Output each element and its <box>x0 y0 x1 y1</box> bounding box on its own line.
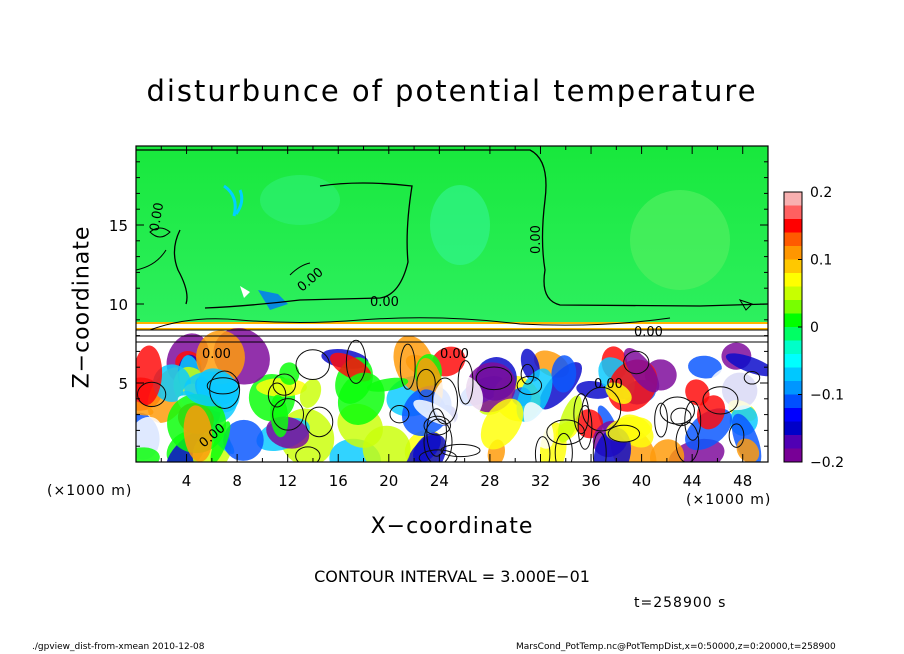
colorbar-swatch <box>784 367 802 382</box>
x-axis: 4 8 12 16 20 24 28 32 36 40 44 48 <box>160 146 769 490</box>
x-tick-label: 20 <box>379 472 398 490</box>
colorbar-tick-label: −0.2 <box>810 455 844 471</box>
y-tick-label: 10 <box>109 296 128 314</box>
colorbar-swatch <box>784 381 802 395</box>
x-tick-label: 12 <box>278 472 297 490</box>
time-label: t=258900 s <box>634 595 727 611</box>
x-tick-label: 8 <box>232 472 242 490</box>
colorbar-swatch <box>784 286 802 301</box>
contour-label: 0.00 <box>594 377 623 392</box>
contour-interval-text: CONTOUR INTERVAL = 3.000E−01 <box>314 567 590 586</box>
x-unit-right: (×1000 m) <box>686 492 772 508</box>
x-tick-label: 16 <box>329 472 348 490</box>
colorbar-swatch <box>784 327 802 341</box>
heatmap-field <box>136 146 768 462</box>
footer-data-source: MarsCond_PotTemp.nc@PotTempDist,x=0:5000… <box>516 642 836 652</box>
colorbar-swatch <box>784 300 802 314</box>
x-unit-left: (×1000 m) <box>47 483 133 499</box>
colorbar-swatch <box>784 340 802 355</box>
y-axis: 5 10 15 <box>109 161 768 447</box>
colorbar-tick-label: −0.1 <box>810 388 844 404</box>
footer-script-info: ./gpview_dist-from-xmean 2010-12-08 <box>32 642 205 652</box>
colorbar-swatch <box>784 313 802 328</box>
y-tick-label: 15 <box>109 217 128 235</box>
x-tick-label: 48 <box>733 472 752 490</box>
contour-label: 0.00 <box>440 347 469 362</box>
colorbar-swatch <box>784 192 802 206</box>
contour-label: 0.00 <box>634 325 663 340</box>
contour-label: 0.00 <box>202 347 231 362</box>
y-tick-label: 5 <box>118 375 128 393</box>
colorbar-tick-label: 0.2 <box>810 185 832 201</box>
colorbar-tick-label: 0.1 <box>810 253 832 269</box>
colorbar-swatch <box>784 435 802 449</box>
colorbar-swatch <box>784 354 802 368</box>
colorbar-swatch <box>784 259 802 274</box>
colorbar-swatch <box>784 205 802 220</box>
x-tick-label: 28 <box>480 472 499 490</box>
x-tick-label: 36 <box>581 472 600 490</box>
colorbar-swatch <box>784 232 802 247</box>
colorbar-tick-label: 0 <box>810 320 819 336</box>
colorbar: 0.2 0.1 0 −0.1 −0.2 <box>783 185 844 471</box>
x-tick-label: 44 <box>683 472 702 490</box>
colorbar-swatch <box>784 219 802 233</box>
x-axis-label: X−coordinate <box>370 514 534 539</box>
contour-label: 0.00 <box>147 201 167 232</box>
contour-label: 0.00 <box>529 225 544 254</box>
x-tick-label: 40 <box>632 472 651 490</box>
colorbar-swatch <box>784 246 802 260</box>
colorbar-swatch <box>784 448 802 463</box>
x-tick-label: 4 <box>182 472 192 490</box>
colorbar-swatch <box>784 421 802 436</box>
x-tick-label: 24 <box>430 472 449 490</box>
colorbar-swatch <box>784 273 802 287</box>
chart-title: disturbunce of potential temperature <box>146 74 758 108</box>
colorbar-swatch <box>784 394 802 409</box>
colorbar-swatch <box>784 408 802 422</box>
contour-label: 0.00 <box>370 295 399 310</box>
x-tick-label: 32 <box>531 472 550 490</box>
